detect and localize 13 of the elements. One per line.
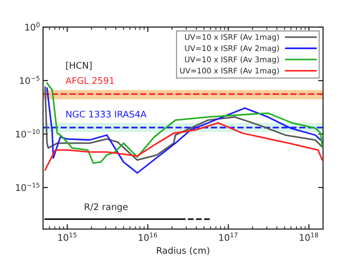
x-tick-label: 10$^{16}$ xyxy=(138,232,158,241)
y-tick-label: 10$^{−15}$ xyxy=(16,182,40,192)
annotation: [HCN] xyxy=(66,62,92,70)
y-tick-label: 10$^{0}$ xyxy=(25,22,40,31)
y-tick-label: 10$^{−5}$ xyxy=(20,76,40,84)
ref-line-label: NGC 1333 IRAS4A xyxy=(66,110,147,118)
x-tick-label: 10$^{18}$ xyxy=(300,232,318,241)
x-tick-label: 10$^{15}$ xyxy=(58,232,76,241)
annotation: R/2 range xyxy=(84,203,128,212)
x-axis-title: Radius (cm) xyxy=(156,246,210,255)
ref-line-label: AFGL 2591 xyxy=(66,77,114,84)
x-tick-label: 10$^{17}$ xyxy=(219,232,238,241)
y-tick-label: 10$^{−10}$ xyxy=(16,129,40,138)
